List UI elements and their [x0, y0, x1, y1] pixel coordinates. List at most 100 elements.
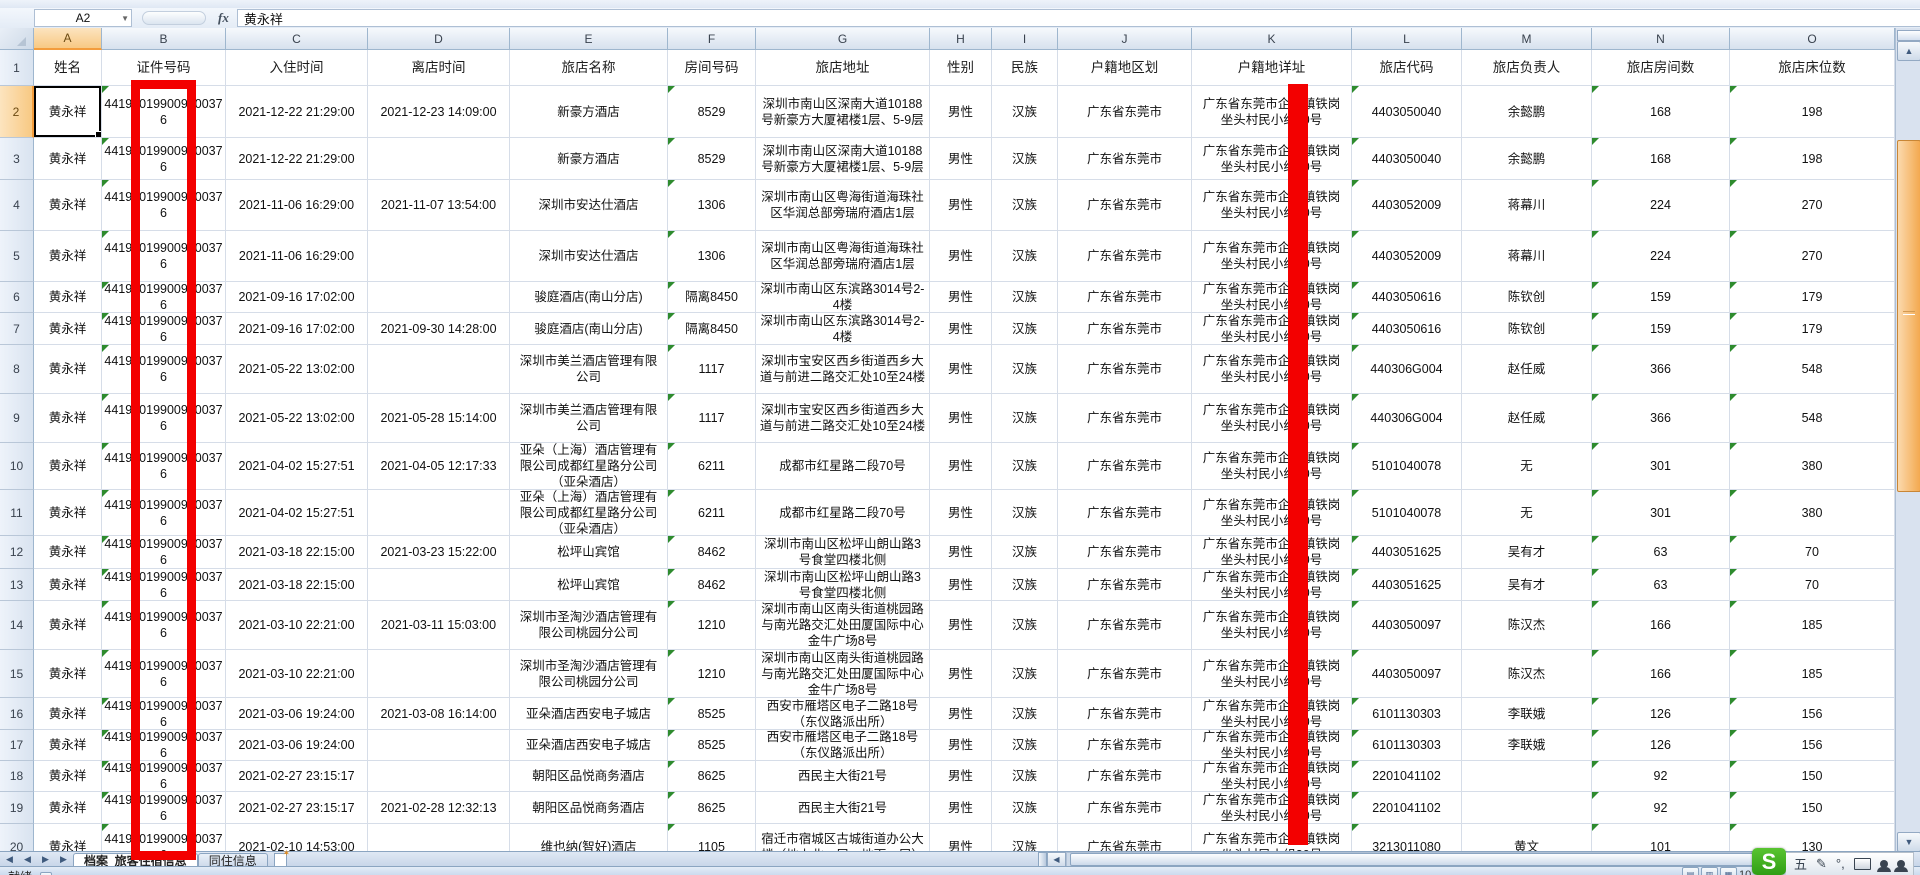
row-header-10[interactable]: 10: [0, 443, 34, 490]
cell-K2[interactable]: 广东省东莞市企石镇铁岗坐头村民小组20号: [1192, 86, 1352, 138]
name-box-splitter[interactable]: [142, 11, 206, 25]
cell-B14[interactable]: 441900199009300376: [102, 601, 226, 650]
cell-E12[interactable]: 松坪山宾馆: [510, 536, 668, 569]
tab-archive-guest-info[interactable]: 档案_旅客住宿信息: [73, 853, 198, 868]
cell-M10[interactable]: 无: [1462, 443, 1592, 490]
cell-G15[interactable]: 深圳市南山区南头街道桃园路与南光路交汇处田厦国际中心金牛广场8号: [756, 650, 930, 698]
cell-E5[interactable]: 深圳市安达仕酒店: [510, 231, 668, 282]
cell-C10[interactable]: 2021-04-02 15:27:51: [226, 443, 368, 490]
cell-J3[interactable]: 广东省东莞市: [1058, 138, 1192, 180]
insert-worksheet-button[interactable]: [268, 848, 294, 867]
cell-D6[interactable]: [368, 282, 510, 313]
cell-B4[interactable]: 441900199009300376: [102, 180, 226, 231]
cell-L3[interactable]: 4403050040: [1352, 138, 1462, 180]
cell-K4[interactable]: 广东省东莞市企石镇铁岗坐头村民小组20号: [1192, 180, 1352, 231]
cell-J15[interactable]: 广东省东莞市: [1058, 650, 1192, 698]
cell-J1[interactable]: 户籍地区划: [1058, 50, 1192, 86]
cell-B5[interactable]: 441900199009300376: [102, 231, 226, 282]
cell-K13[interactable]: 广东省东莞市企石镇铁岗坐头村民小组20号: [1192, 569, 1352, 601]
cell-B15[interactable]: 441900199009300376: [102, 650, 226, 698]
cell-K15[interactable]: 广东省东莞市企石镇铁岗坐头村民小组20号: [1192, 650, 1352, 698]
cell-M13[interactable]: 吴有才: [1462, 569, 1592, 601]
cell-B12[interactable]: 441900199009300376: [102, 536, 226, 569]
cell-E3[interactable]: 新豪方酒店: [510, 138, 668, 180]
cell-H16[interactable]: 男性: [930, 698, 992, 730]
cell-M7[interactable]: 陈钦创: [1462, 313, 1592, 345]
cell-C5[interactable]: 2021-11-06 16:29:00: [226, 231, 368, 282]
name-box[interactable]: A2 ▼: [34, 9, 132, 27]
cell-L13[interactable]: 4403051625: [1352, 569, 1462, 601]
cell-M9[interactable]: 赵任威: [1462, 394, 1592, 443]
cell-O18[interactable]: 150: [1730, 761, 1895, 792]
cell-F9[interactable]: 1117: [668, 394, 756, 443]
row-header-11[interactable]: 11: [0, 490, 34, 536]
cell-F4[interactable]: 1306: [668, 180, 756, 231]
cell-A18[interactable]: 黄永祥: [34, 761, 102, 792]
cell-C15[interactable]: 2021-03-10 22:21:00: [226, 650, 368, 698]
cell-D1[interactable]: 离店时间: [368, 50, 510, 86]
cell-G9[interactable]: 深圳市宝安区西乡街道西乡大道与前进二路交汇处10至24楼: [756, 394, 930, 443]
cell-N5[interactable]: 224: [1592, 231, 1730, 282]
insert-function-button[interactable]: fx: [218, 10, 229, 25]
cell-J14[interactable]: 广东省东莞市: [1058, 601, 1192, 650]
row-header-4[interactable]: 4: [0, 180, 34, 231]
cell-N20[interactable]: 101: [1592, 824, 1730, 851]
cell-L2[interactable]: 4403050040: [1352, 86, 1462, 138]
cell-M4[interactable]: 蒋幕川: [1462, 180, 1592, 231]
row-header-1[interactable]: 1: [0, 50, 34, 86]
cell-F7[interactable]: 隔离8450: [668, 313, 756, 345]
cell-O8[interactable]: 548: [1730, 345, 1895, 394]
cell-J6[interactable]: 广东省东莞市: [1058, 282, 1192, 313]
cell-B19[interactable]: 441900199009300376: [102, 792, 226, 824]
cell-B17[interactable]: 441900199009300376: [102, 730, 226, 761]
cell-D3[interactable]: [368, 138, 510, 180]
cell-E10[interactable]: 亚朵（上海）酒店管理有限公司成都红星路分公司（亚朵酒店）: [510, 443, 668, 490]
cell-E19[interactable]: 朝阳区品悦商务酒店: [510, 792, 668, 824]
cell-K12[interactable]: 广东省东莞市企石镇铁岗坐头村民小组20号: [1192, 536, 1352, 569]
cell-C11[interactable]: 2021-04-02 15:27:51: [226, 490, 368, 536]
cell-H6[interactable]: 男性: [930, 282, 992, 313]
cell-N17[interactable]: 126: [1592, 730, 1730, 761]
cell-O5[interactable]: 270: [1730, 231, 1895, 282]
cell-K20[interactable]: 广东省东莞市企石镇铁岗坐头村民小组20号: [1192, 824, 1352, 851]
cell-E7[interactable]: 骏庭酒店(南山分店): [510, 313, 668, 345]
cell-M6[interactable]: 陈钦创: [1462, 282, 1592, 313]
cell-E20[interactable]: 维也纳(智好)酒店: [510, 824, 668, 851]
cell-K6[interactable]: 广东省东莞市企石镇铁岗坐头村民小组20号: [1192, 282, 1352, 313]
cell-F6[interactable]: 隔离8450: [668, 282, 756, 313]
cell-N1[interactable]: 旅店房间数: [1592, 50, 1730, 86]
cell-G2[interactable]: 深圳市南山区深南大道10188号新豪方大厦裙楼1层、5-9层: [756, 86, 930, 138]
cell-G14[interactable]: 深圳市南山区南头街道桃园路与南光路交汇处田厦国际中心金牛广场8号: [756, 601, 930, 650]
cell-G13[interactable]: 深圳市南山区松坪山朗山路3号食堂四楼北侧: [756, 569, 930, 601]
cell-D10[interactable]: 2021-04-05 12:17:33: [368, 443, 510, 490]
cell-K9[interactable]: 广东省东莞市企石镇铁岗坐头村民小组20号: [1192, 394, 1352, 443]
cell-O2[interactable]: 198: [1730, 86, 1895, 138]
cell-M12[interactable]: 吴有才: [1462, 536, 1592, 569]
cell-M20[interactable]: 黄文: [1462, 824, 1592, 851]
cell-F11[interactable]: 6211: [668, 490, 756, 536]
row-header-6[interactable]: 6: [0, 282, 34, 313]
cell-E18[interactable]: 朝阳区品悦商务酒店: [510, 761, 668, 792]
account-icon[interactable]: [1876, 859, 1891, 872]
cell-J4[interactable]: 广东省东莞市: [1058, 180, 1192, 231]
cell-C19[interactable]: 2021-02-27 23:15:17: [226, 792, 368, 824]
soft-keyboard-icon[interactable]: [1853, 857, 1871, 870]
cell-O20[interactable]: 130: [1730, 824, 1895, 851]
cell-L1[interactable]: 旅店代码: [1352, 50, 1462, 86]
row-header-19[interactable]: 19: [0, 792, 34, 824]
cell-E11[interactable]: 亚朵（上海）酒店管理有限公司成都红星路分公司（亚朵酒店）: [510, 490, 668, 536]
hscroll-thumb[interactable]: [1070, 853, 1856, 866]
cell-H8[interactable]: 男性: [930, 345, 992, 394]
cell-O1[interactable]: 旅店床位数: [1730, 50, 1895, 86]
cell-I20[interactable]: 汉族: [992, 824, 1058, 851]
cell-L4[interactable]: 4403052009: [1352, 180, 1462, 231]
cell-K7[interactable]: 广东省东莞市企石镇铁岗坐头村民小组20号: [1192, 313, 1352, 345]
column-header-F[interactable]: F: [668, 28, 756, 50]
cell-C4[interactable]: 2021-11-06 16:29:00: [226, 180, 368, 231]
cell-M16[interactable]: 李联娥: [1462, 698, 1592, 730]
cell-M5[interactable]: 蒋幕川: [1462, 231, 1592, 282]
cell-H17[interactable]: 男性: [930, 730, 992, 761]
cell-B18[interactable]: 441900199009300376: [102, 761, 226, 792]
cell-K5[interactable]: 广东省东莞市企石镇铁岗坐头村民小组20号: [1192, 231, 1352, 282]
cell-D16[interactable]: 2021-03-08 16:14:00: [368, 698, 510, 730]
